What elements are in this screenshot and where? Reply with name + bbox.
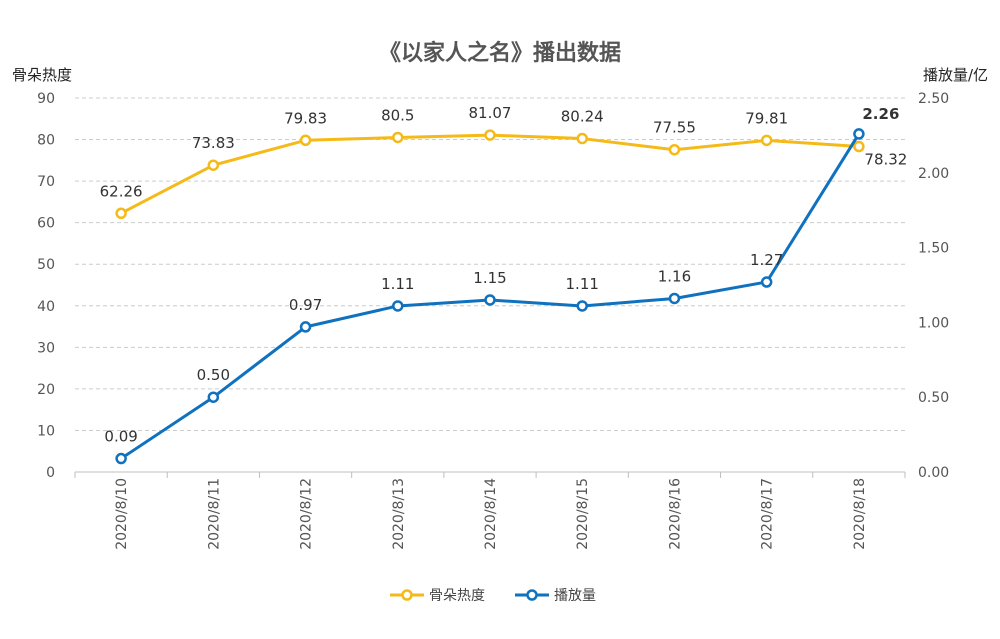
data-label: 0.09 xyxy=(104,428,137,446)
left-tick-label: 20 xyxy=(37,382,55,398)
data-point xyxy=(576,132,588,145)
data-label: 77.55 xyxy=(653,119,696,137)
data-point xyxy=(668,143,681,156)
x-tick-label: 2020/8/16 xyxy=(667,478,683,550)
left-tick-label: 50 xyxy=(37,257,55,273)
data-label: 0.50 xyxy=(197,366,230,384)
data-point xyxy=(207,159,220,171)
data-point xyxy=(760,134,773,147)
right-axis-ticks: 0.00 0.50 1.00 1.50 2.00 2.50 xyxy=(918,91,949,481)
data-point xyxy=(484,129,496,141)
data-point xyxy=(576,300,588,312)
data-label: 80.24 xyxy=(561,108,604,126)
data-label: 2.26 xyxy=(862,105,899,123)
x-tick-label: 2020/8/15 xyxy=(575,478,591,550)
data-point xyxy=(115,452,127,465)
data-point xyxy=(207,391,220,403)
right-tick-label: 2.50 xyxy=(918,91,949,107)
data-label: 79.83 xyxy=(284,109,327,127)
data-label: 79.81 xyxy=(745,109,788,127)
data-label: 80.5 xyxy=(381,106,414,124)
x-tick-label: 2020/8/18 xyxy=(852,478,868,550)
data-point xyxy=(115,207,127,220)
x-tick-label: 2020/8/17 xyxy=(760,478,776,550)
right-tick-label: 0.50 xyxy=(918,390,949,406)
x-tick-label: 2020/8/12 xyxy=(299,478,315,550)
chart-title: 《以家人之名》播出数据 xyxy=(379,40,621,66)
data-label: 62.26 xyxy=(100,182,143,200)
right-tick-label: 1.00 xyxy=(918,315,949,331)
data-labels: 62.26 73.83 79.83 80.5 81.07 80.24 77.55 79.81 7… xyxy=(100,104,908,445)
data-label: 1.27 xyxy=(750,251,783,269)
data-point xyxy=(392,300,404,312)
legend-swatch-marker xyxy=(401,589,413,601)
data-point xyxy=(853,128,865,140)
data-point xyxy=(760,276,773,288)
left-tick-label: 60 xyxy=(37,216,55,232)
left-tick-label: 70 xyxy=(37,174,55,190)
x-tick-label: 2020/8/10 xyxy=(114,478,130,550)
data-point xyxy=(299,134,312,147)
data-label: 1.11 xyxy=(566,275,599,293)
left-axis-title: 骨朵热度 xyxy=(12,66,72,84)
legend-swatch-marker xyxy=(526,589,538,601)
legend-label: 骨朵热度 xyxy=(429,588,485,604)
left-tick-label: 90 xyxy=(37,91,55,107)
x-tick-label: 2020/8/14 xyxy=(483,478,499,550)
data-label: 1.11 xyxy=(381,275,414,293)
right-axis-title: 播放量/亿 xyxy=(923,66,988,84)
left-tick-label: 10 xyxy=(37,423,55,439)
left-tick-label: 0 xyxy=(46,465,55,481)
data-point xyxy=(392,131,404,144)
data-point xyxy=(668,292,681,305)
data-label: 73.83 xyxy=(192,134,235,152)
data-label: 1.15 xyxy=(473,269,506,287)
legend-label: 播放量 xyxy=(554,588,596,604)
x-tick-label: 2020/8/13 xyxy=(391,478,407,550)
data-label: 78.32 xyxy=(864,151,907,169)
data-point xyxy=(484,294,496,306)
right-tick-label: 2.00 xyxy=(918,166,949,182)
x-axis-ticks: 2020/8/10 2020/8/11 2020/8/12 2020/8/13 2020… xyxy=(74,471,906,550)
data-point xyxy=(299,321,312,333)
left-tick-label: 40 xyxy=(37,299,55,315)
left-tick-label: 80 xyxy=(37,133,55,149)
right-tick-label: 0.00 xyxy=(918,465,949,481)
legend: 骨朵热度 播放量 xyxy=(390,588,596,604)
left-tick-label: 30 xyxy=(37,340,55,356)
series-layer xyxy=(115,128,865,465)
right-tick-label: 1.50 xyxy=(918,241,949,257)
data-label: 0.97 xyxy=(289,296,322,314)
data-label: 81.07 xyxy=(469,104,512,122)
data-point xyxy=(853,140,865,153)
x-tick-label: 2020/8/11 xyxy=(206,478,222,550)
left-axis-ticks: 0 10 20 30 40 50 60 70 80 90 xyxy=(37,91,55,481)
data-label: 1.16 xyxy=(658,267,691,285)
